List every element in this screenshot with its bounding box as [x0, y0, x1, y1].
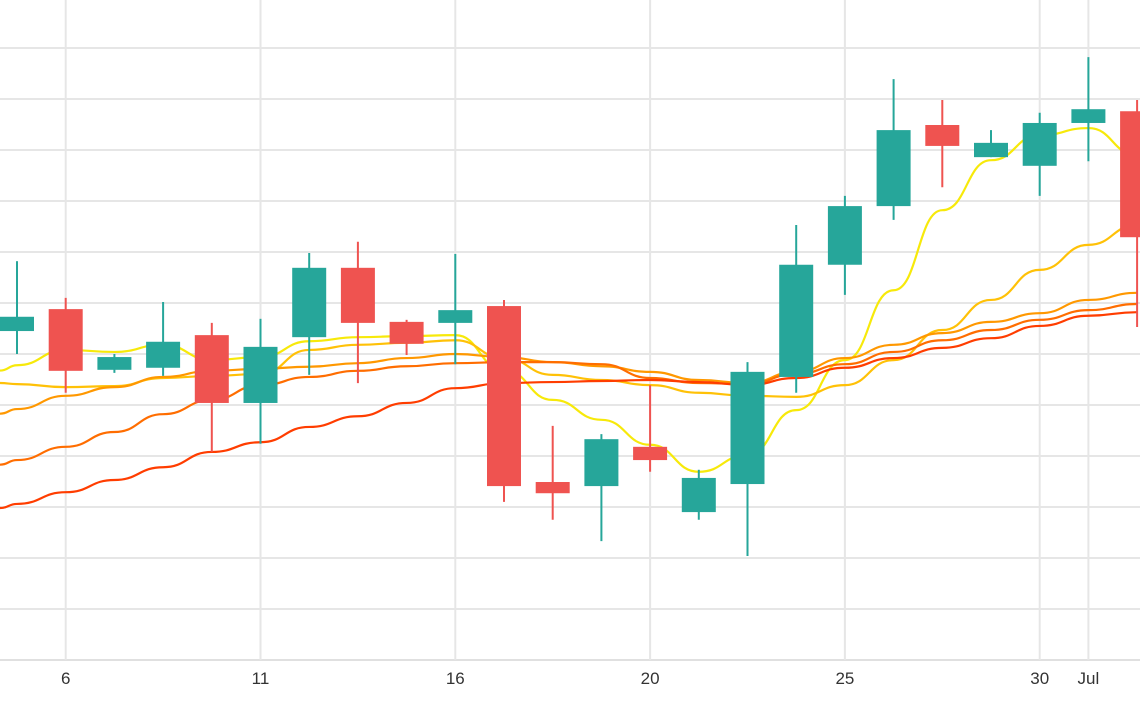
- candle-body: [487, 306, 521, 487]
- candle-up: [827, 195, 862, 295]
- ma-5-line: [0, 311, 1138, 510]
- candle-up: [0, 261, 34, 354]
- ma-2-line: [0, 223, 1138, 398]
- candle-body: [827, 206, 862, 265]
- candle-body: [1071, 109, 1106, 123]
- candle-down: [925, 100, 960, 188]
- candle-body: [779, 264, 814, 377]
- x-axis-ticks: 6 11 16 20 25 30 Jul: [61, 669, 1099, 688]
- x-tick-label: 30: [1030, 669, 1049, 688]
- candle-body: [974, 142, 1008, 158]
- candles: [0, 57, 1140, 556]
- candle-body: [1120, 111, 1140, 238]
- candle-body: [925, 125, 960, 146]
- gridlines: [0, 0, 1140, 661]
- candle-body: [535, 482, 570, 494]
- candle-down: [48, 297, 83, 393]
- candle-down: [1120, 100, 1140, 327]
- candle-body: [48, 309, 83, 371]
- candle-up: [438, 254, 473, 365]
- candle-body: [633, 446, 668, 461]
- candle-up: [1022, 112, 1057, 196]
- candle-up: [584, 434, 619, 542]
- candle-body: [146, 341, 181, 368]
- candle-up: [97, 354, 132, 373]
- candle-body: [0, 316, 34, 332]
- x-tick-label: 11: [252, 669, 270, 688]
- x-tick-label: 16: [446, 669, 465, 688]
- candle-up: [292, 253, 327, 375]
- candle-down: [389, 319, 424, 356]
- candle-up: [1071, 57, 1106, 162]
- candle-body: [681, 477, 716, 513]
- candle-body: [1022, 122, 1057, 166]
- candle-up: [730, 362, 765, 556]
- candle-up: [974, 130, 1008, 158]
- x-tick-label: Jul: [1078, 669, 1100, 688]
- candle-down: [194, 322, 229, 452]
- candle-body: [194, 335, 229, 403]
- candle-up: [146, 301, 181, 376]
- candle-body: [730, 371, 765, 485]
- x-tick-label: 6: [61, 669, 70, 688]
- candle-body: [876, 130, 911, 207]
- candle-body: [584, 439, 619, 487]
- x-tick-label: 20: [641, 669, 660, 688]
- ma-4-line: [0, 302, 1138, 466]
- candle-down: [340, 241, 375, 384]
- candle-body: [97, 357, 132, 370]
- candle-down: [633, 385, 668, 472]
- candle-body: [340, 267, 375, 323]
- candle-body: [243, 346, 278, 403]
- candle-body: [389, 321, 424, 344]
- x-tick-label: 25: [835, 669, 854, 688]
- candle-up: [243, 318, 278, 444]
- candle-down: [535, 425, 570, 520]
- candle-up: [779, 224, 814, 393]
- candle-down: [487, 299, 521, 502]
- ma-1-line: [0, 126, 1138, 473]
- candle-up: [876, 79, 911, 220]
- candle-body: [438, 310, 473, 323]
- moving-average-lines: [0, 126, 1138, 510]
- candle-up: [681, 469, 716, 520]
- candle-body: [292, 267, 327, 338]
